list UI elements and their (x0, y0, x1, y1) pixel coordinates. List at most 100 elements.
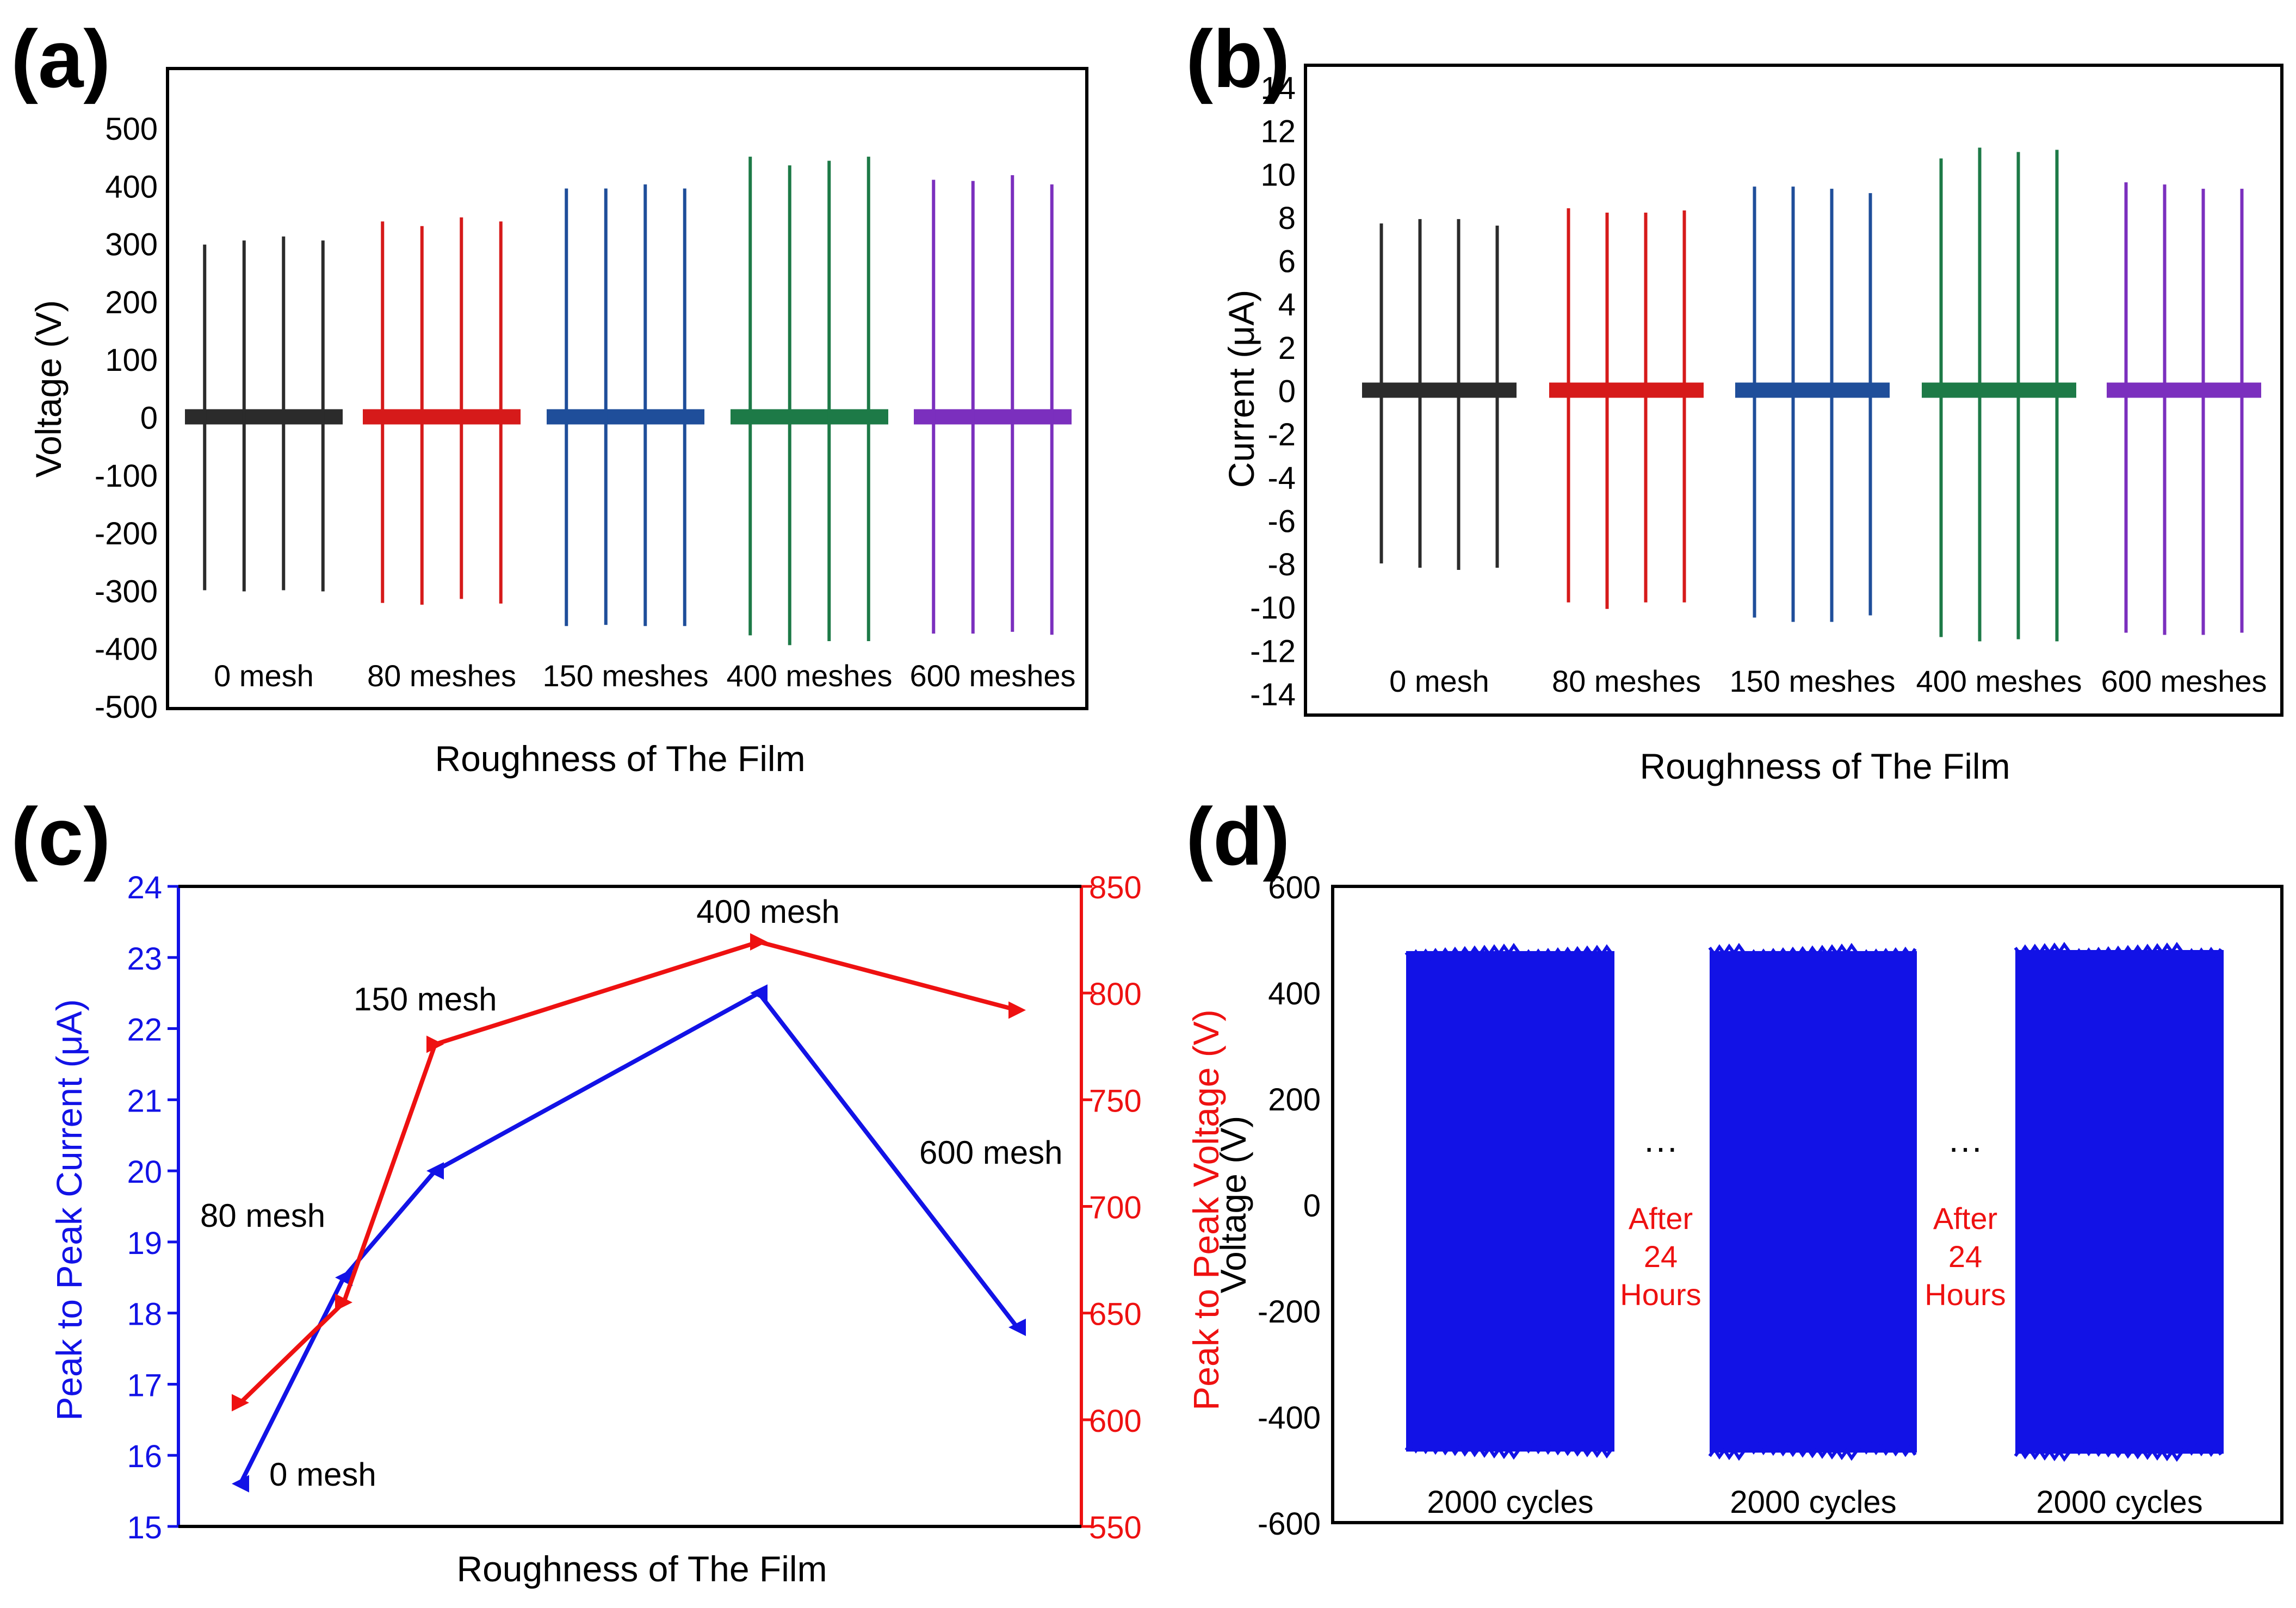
baseline-band (363, 409, 521, 425)
series-4 (2107, 182, 2261, 635)
panel-c-letter: (c) (11, 791, 110, 882)
data-point-right (335, 1294, 352, 1312)
cycle-block (2014, 941, 2224, 1462)
cycle-block-label: 2000 cycles (1730, 1485, 1896, 1520)
series-2 (547, 184, 704, 626)
y-tick-label: -600 (1258, 1506, 1321, 1542)
panel-c-plot (232, 933, 1026, 1493)
y-tick-label: 400 (105, 169, 158, 204)
y-tick-label: 100 (105, 343, 158, 378)
panel-c: (c) 15 16 17 18 19 20 21 22 23 24 550 600 650 700 750 8… (11, 791, 1226, 1589)
data-point-left (750, 984, 768, 1002)
left-tick-label: 24 (127, 870, 162, 905)
baseline-band (1922, 382, 2076, 398)
group-label: 0 mesh (214, 659, 314, 693)
left-tick-label: 18 (127, 1297, 162, 1332)
panel-a-plot (185, 157, 1072, 645)
right-tick-label: 800 (1089, 977, 1142, 1012)
left-tick-label: 21 (127, 1083, 162, 1119)
panel-b-x-axis-label: Roughness of The Film (1639, 746, 2010, 786)
data-point-left (426, 1162, 444, 1180)
y-tick-label: 200 (1268, 1082, 1321, 1117)
panel-b-y-axis-label: Current (μA) (1221, 290, 1261, 488)
gap-annotation: 24 (1948, 1239, 1982, 1274)
panel-a-x-axis-label: Roughness of The Film (435, 738, 805, 779)
cycle-block-bottom-edge (2014, 1442, 2223, 1462)
group-label: 400 meshes (726, 659, 892, 693)
left-tick-label: 23 (127, 941, 162, 977)
right-tick-label: 750 (1089, 1083, 1142, 1119)
y-tick-label: 300 (105, 227, 158, 263)
point-category-label: 0 mesh (269, 1456, 376, 1493)
y-tick-label: 0 (1303, 1188, 1321, 1224)
left-tick-label: 19 (127, 1226, 162, 1261)
y-tick-label: -200 (1258, 1294, 1321, 1330)
right-tick-label: 850 (1089, 870, 1142, 905)
cycle-block-fill (1406, 951, 1614, 1452)
right-tick-label: 550 (1089, 1510, 1142, 1545)
panel-c-y-ticks: 15 16 17 18 19 20 21 22 23 24 550 600 650 700 750 800 85… (127, 870, 1141, 1545)
left-tick-label: 22 (127, 1013, 162, 1048)
y-tick-label: -6 (1267, 504, 1296, 539)
panel-d-block-labels: 2000 cycles 2000 cycles 2000 cycles ··· Afte… (1427, 1128, 2202, 1520)
left-tick-label: 15 (127, 1510, 162, 1545)
cycle-block-top-edge (1708, 942, 1917, 963)
y-tick-label: 400 (1268, 976, 1321, 1011)
y-tick-label: -2 (1267, 417, 1296, 452)
right-tick-label: 650 (1089, 1297, 1142, 1332)
baseline-band (1362, 382, 1517, 398)
cycle-block-fill (1710, 951, 1917, 1453)
y-tick-label: -12 (1250, 634, 1296, 669)
left-tick-label: 20 (127, 1154, 162, 1190)
cycle-block-bottom-edge (1404, 1440, 1613, 1460)
y-tick-label: 500 (105, 111, 158, 147)
y-tick-label: 600 (1268, 870, 1321, 905)
panel-b: (b) 14 12 10 8 6 4 2 0 -2 -4 -6 -8 -10 -12 -14 0 mesh 8… (1186, 13, 2283, 786)
gap-annotation: After (1629, 1201, 1693, 1236)
y-tick-label: 2 (1278, 331, 1296, 366)
group-label: 0 mesh (1389, 664, 1489, 698)
panel-b-letter: (b) (1186, 13, 1290, 104)
y-tick-label: -4 (1267, 461, 1296, 496)
series-1 (363, 217, 521, 605)
point-category-label: 400 mesh (696, 893, 840, 930)
group-label: 80 meshes (1552, 664, 1701, 698)
right-tick-label: 600 (1089, 1404, 1142, 1439)
panel-d-letter: (d) (1186, 791, 1290, 882)
baseline-band (914, 409, 1072, 425)
y-tick-label: -100 (95, 458, 158, 494)
y-tick-label: -14 (1250, 677, 1296, 712)
panel-d-frame (1331, 885, 2283, 1524)
data-point-right (750, 933, 768, 951)
y-tick-label: -500 (95, 690, 158, 725)
gap-annotation: After (1933, 1201, 1997, 1236)
data-point-right (1008, 1001, 1026, 1019)
y-tick-label: 14 (1260, 71, 1296, 106)
y-tick-label: 200 (105, 285, 158, 320)
panel-b-y-ticks: 14 12 10 8 6 4 2 0 -2 -4 -6 -8 -10 -12 -14 (1250, 71, 1296, 712)
point-category-label: 150 mesh (354, 981, 497, 1017)
series-0 (185, 236, 343, 592)
series-line-left (238, 990, 1019, 1485)
group-label: 150 meshes (542, 659, 708, 693)
gap-ellipsis: ··· (1643, 1128, 1678, 1167)
right-tick-label: 700 (1089, 1190, 1142, 1226)
cycle-block-label: 2000 cycles (2036, 1485, 2202, 1520)
cycle-block-top-edge (2014, 941, 2223, 961)
panel-d-y-axis-label: Voltage (V) (1213, 1116, 1253, 1294)
panel-a-group-labels: 0 mesh 80 meshes 150 meshes 400 meshes 600 m… (214, 659, 1075, 693)
series-4 (914, 175, 1072, 635)
cycle-block-fill (2015, 950, 2224, 1454)
y-tick-label: 12 (1260, 114, 1296, 150)
cycle-block-label: 2000 cycles (1427, 1485, 1593, 1520)
y-tick-label: -200 (95, 516, 158, 551)
y-tick-label: 0 (1278, 374, 1296, 409)
panel-c-point-labels: 0 mesh 80 mesh 150 mesh 400 mesh 600 mesh (200, 893, 1063, 1493)
y-tick-label: -8 (1267, 547, 1296, 582)
panel-c-x-axis-label: Roughness of The Film (456, 1549, 827, 1589)
series-0 (1362, 219, 1517, 570)
gap-ellipsis: ··· (1948, 1128, 1983, 1167)
gap-annotation: 24 (1644, 1239, 1678, 1274)
